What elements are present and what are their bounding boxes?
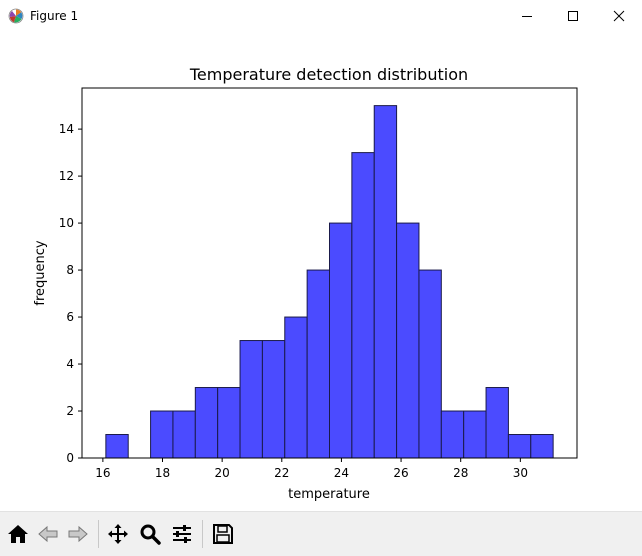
navigation-toolbar <box>0 511 642 556</box>
histogram-bar <box>396 222 420 459</box>
close-button[interactable] <box>596 0 642 32</box>
histogram-bar <box>194 387 219 459</box>
histogram-bar <box>172 410 196 459</box>
plot-area-frame <box>81 87 578 459</box>
zoom-button[interactable] <box>137 520 163 548</box>
back-arrow-icon <box>38 525 58 543</box>
x-axis-label: temperature <box>288 487 370 502</box>
histogram-bar <box>284 316 308 459</box>
y-tick-label: 12 <box>59 169 74 183</box>
minimize-icon <box>522 16 532 17</box>
histogram-bar <box>530 434 554 459</box>
histogram-bar <box>261 340 286 459</box>
histogram-bar <box>105 434 129 459</box>
figure-canvas: Temperature detection distribution 16 18 2… <box>0 32 642 511</box>
histogram-bar <box>373 105 398 459</box>
x-tick-label: 24 <box>334 466 349 480</box>
pan-button[interactable] <box>105 520 131 548</box>
forward-button[interactable] <box>65 520 91 548</box>
x-tick-label: 18 <box>155 466 170 480</box>
chart-title: Temperature detection distribution <box>189 65 468 84</box>
histogram-bar <box>306 269 330 459</box>
histogram-chart: Temperature detection distribution 16 18 2… <box>33 65 578 502</box>
forward-arrow-icon <box>68 525 88 543</box>
save-button[interactable] <box>210 520 236 548</box>
zoom-magnifier-icon <box>140 524 161 545</box>
minimize-button[interactable] <box>504 0 550 32</box>
y-tick-label: 14 <box>59 122 74 136</box>
x-tick-label: 16 <box>95 466 110 480</box>
home-icon <box>8 525 28 543</box>
toolbar-separator <box>98 520 99 548</box>
bars-group <box>105 105 554 459</box>
histogram-bar <box>217 387 241 459</box>
histogram-bar <box>440 410 465 459</box>
histogram-bar <box>507 434 532 459</box>
pan-move-icon <box>108 524 128 544</box>
y-tick-label: 4 <box>66 357 74 371</box>
close-icon <box>613 10 625 22</box>
window-titlebar: Figure 1 <box>0 0 642 32</box>
x-tick-label: 20 <box>215 466 230 480</box>
window-title: Figure 1 <box>30 9 79 23</box>
histogram-bar <box>418 269 442 459</box>
y-tick-label: 8 <box>66 263 74 277</box>
y-tick-label: 10 <box>59 216 74 230</box>
y-axis-ticks: 0 2 4 6 8 10 12 14 <box>59 122 82 465</box>
histogram-bar <box>485 387 509 459</box>
x-tick-label: 22 <box>274 466 289 480</box>
y-tick-label: 6 <box>66 310 74 324</box>
back-button[interactable] <box>35 520 61 548</box>
y-axis-label: frequency <box>33 240 48 306</box>
matplotlib-logo-icon <box>8 8 24 24</box>
maximize-icon <box>568 11 578 21</box>
x-tick-label: 30 <box>513 466 528 480</box>
toolbar-separator <box>202 520 203 548</box>
y-tick-label: 0 <box>66 451 74 465</box>
histogram-bar <box>329 222 353 459</box>
configure-subplots-icon <box>173 525 191 543</box>
save-disk-icon <box>213 524 233 544</box>
x-tick-label: 28 <box>453 466 468 480</box>
maximize-button[interactable] <box>550 0 596 32</box>
x-axis-ticks: 16 18 20 22 24 26 28 30 <box>95 458 528 480</box>
histogram-bar <box>239 340 263 459</box>
configure-subplots-button[interactable] <box>169 520 195 548</box>
histogram-bar <box>463 410 487 459</box>
y-tick-label: 2 <box>66 404 74 418</box>
histogram-bar <box>351 152 375 459</box>
home-button[interactable] <box>5 520 31 548</box>
histogram-bar <box>150 410 174 459</box>
x-tick-label: 26 <box>393 466 408 480</box>
